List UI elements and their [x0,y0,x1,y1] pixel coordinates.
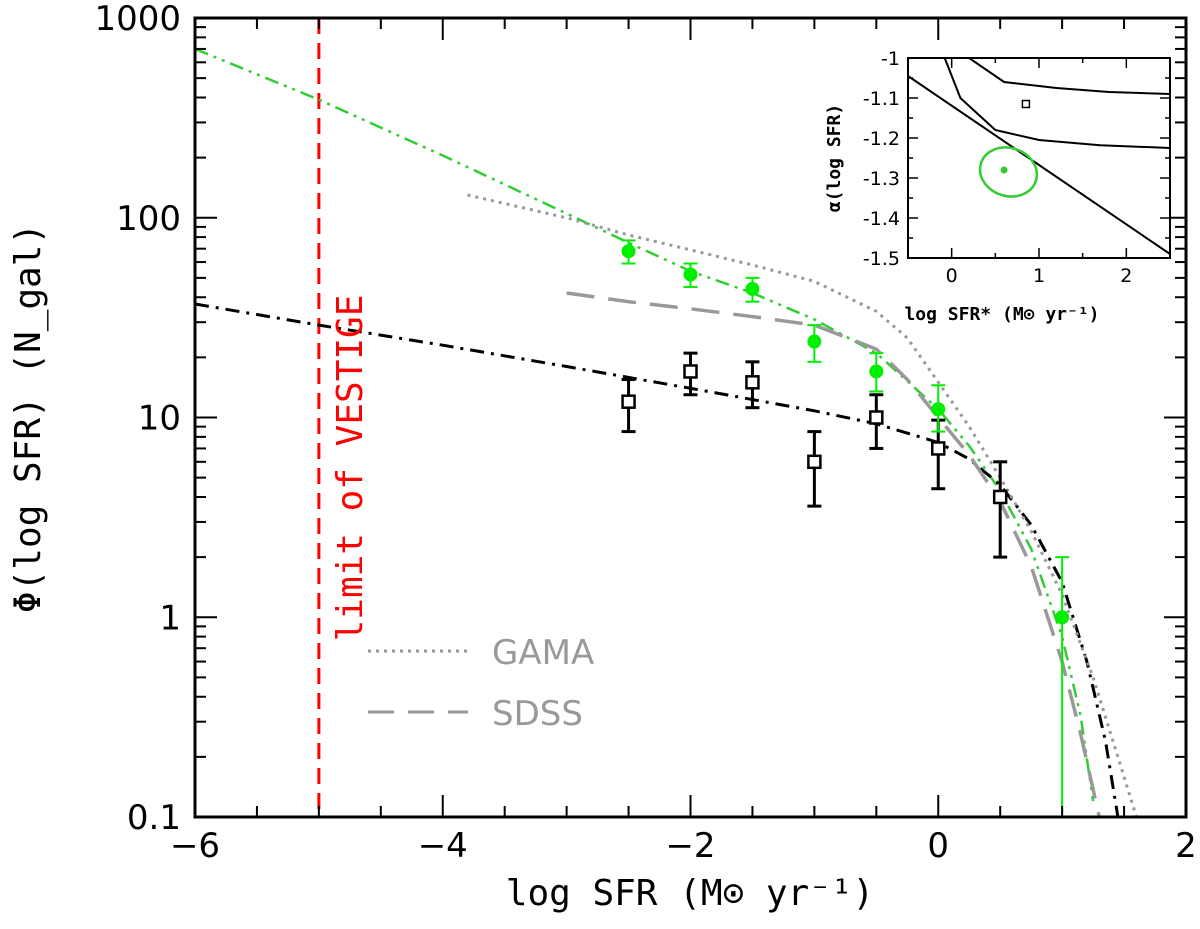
legend: GAMA SDSS [368,633,594,734]
legend-sdss-label: SDSS [492,694,583,734]
green-data-point [931,402,946,417]
green-data-point [745,281,760,296]
x-axis-title: log SFR (M⊙ yr⁻¹) [506,873,874,914]
inset-y-axis-title: α(log SFR) [824,104,845,212]
black-data-point [745,375,760,390]
inset-plot-area [908,58,1170,255]
green-data-point [869,364,884,379]
y-axis-title: Φ(log SFR) (N_gal) [8,223,49,613]
inset-black-contour-lower [943,58,1170,149]
y-tick-label: 1 [159,598,181,638]
inset-green-point [1000,166,1008,174]
inset-tick-marks [907,57,1171,259]
inset-black-point [1021,99,1031,109]
inset-x-tick-label: 1 [1033,265,1045,287]
inset-y-tick-label: -1.4 [863,208,900,230]
x-tick-label: −2 [665,826,715,866]
x-tick-label: −6 [170,826,220,866]
black-data-point [931,441,946,456]
green-data-point [621,244,636,259]
main-tick-marks [194,17,1187,818]
inset-y-tick-label: -1.3 [863,168,900,190]
inset-green-contour [978,146,1039,198]
y-tick-label: 0.1 [127,798,181,838]
green-data-point [1055,610,1070,625]
inset-diagonal-line [908,75,1170,255]
inset-x-tick-label: 2 [1120,265,1132,287]
x-tick-label: 2 [1175,826,1197,866]
inset-y-tick-label: -1.1 [863,88,900,110]
black-data-point [807,454,822,470]
green-data-point [807,334,822,349]
sdss-curve [566,291,1102,817]
black-data-point [869,410,884,425]
legend-gama-label: GAMA [492,633,594,673]
x-tick-label: −4 [418,826,468,866]
inset-y-tick-label: -1 [881,48,900,70]
black-data-point [683,364,698,379]
inset-x-tick-label: 0 [946,265,958,287]
inset-panel: 0 1 2 -1 -1.1 -1.2 -1.3 -1.4 -1.5 log SFR* (M⊙ y… [824,48,1171,325]
inset-tick-labels: 0 1 2 -1 -1.1 -1.2 -1.3 -1.4 -1.5 [863,48,1132,287]
y-tick-label: 100 [116,199,181,239]
inset-y-tick-label: -1.2 [863,128,900,150]
black-data-point [992,489,1008,505]
green-data-point [683,267,698,282]
main-plot-area [195,18,1138,817]
inset-x-axis-title: log SFR* (M⊙ yr⁻¹) [904,304,1099,325]
black-data-point [621,394,636,409]
y-tick-label: 1000 [94,0,181,39]
inset-black-contour-upper [968,58,1170,95]
inset-y-tick-label: -1.5 [863,248,900,270]
y-tick-label: 10 [138,399,181,439]
x-tick-label: 0 [927,826,949,866]
vestige-limit-label: limit of VESTIGE [330,295,371,642]
